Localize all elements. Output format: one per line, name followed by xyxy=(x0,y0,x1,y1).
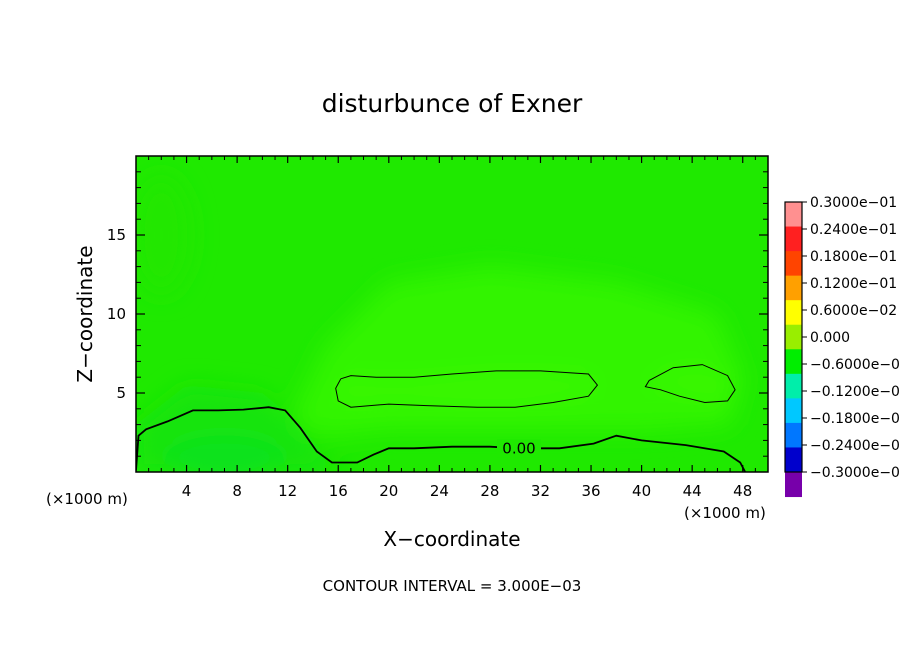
y-tick-label: 15 xyxy=(107,226,126,244)
x-unit-right: (×1000 m) xyxy=(684,504,766,522)
x-axis-label: X−coordinate xyxy=(383,527,520,551)
y-tick-label: 10 xyxy=(107,305,126,323)
x-tick-label: 28 xyxy=(480,482,499,500)
colorbar xyxy=(785,202,802,497)
contour-label: 0.00 xyxy=(502,439,535,457)
y-axis-label: Z−coordinate xyxy=(73,245,97,382)
chart-title: disturbunce of Exner xyxy=(322,89,583,118)
colorbar-label: 0.6000e−02 xyxy=(810,303,897,319)
x-tick-label: 48 xyxy=(733,482,752,500)
colorbar-swatch xyxy=(785,349,802,374)
x-tick-label: 20 xyxy=(379,482,398,500)
lowest-region xyxy=(164,435,284,483)
colorbar-swatch xyxy=(785,276,802,301)
x-tick-label: 16 xyxy=(329,482,348,500)
colorbar-swatch xyxy=(785,374,802,399)
colorbar-label: 0.1800e−01 xyxy=(810,249,897,265)
colorbar-label: 0.1200e−01 xyxy=(810,276,897,292)
colorbar-labels: 0.3000e−01 0.2400e−01 0.1800e−01 0.1200e−01… xyxy=(802,195,900,481)
colorbar-label: 0.000 xyxy=(810,330,850,346)
colorbar-swatch xyxy=(785,251,802,276)
x-unit-left: (×1000 m) xyxy=(46,490,128,508)
x-tick-label: 36 xyxy=(581,482,600,500)
colorbar-swatch xyxy=(785,325,802,350)
y-tick-label: 5 xyxy=(116,384,126,402)
x-tick-label: 44 xyxy=(683,482,702,500)
colorbar-swatch xyxy=(785,227,802,252)
x-tick-label: 32 xyxy=(531,482,550,500)
x-tick-label: 8 xyxy=(232,482,242,500)
colorbar-label: 0.3000e−01 xyxy=(810,195,897,211)
colorbar-swatch xyxy=(785,447,802,472)
colorbar-label: −0.3000e−0 xyxy=(810,465,900,481)
colorbar-label: −0.6000e−0 xyxy=(810,357,900,373)
colorbar-label: −0.1800e−0 xyxy=(810,411,900,427)
colorbar-label: −0.2400e−0 xyxy=(810,438,900,454)
colorbar-label: −0.1200e−0 xyxy=(810,384,900,400)
colorbar-swatch xyxy=(785,398,802,423)
colorbar-swatch xyxy=(785,202,802,227)
contour-interval-note: CONTOUR INTERVAL = 3.000E−03 xyxy=(323,577,582,595)
x-tick-label: 12 xyxy=(278,482,297,500)
x-tick-label: 4 xyxy=(182,482,192,500)
colorbar-swatch xyxy=(785,472,802,497)
colorbar-swatch xyxy=(785,423,802,448)
x-tick-label: 40 xyxy=(632,482,651,500)
x-tick-label: 24 xyxy=(430,482,449,500)
plot-area xyxy=(131,156,768,483)
colorbar-label: 0.2400e−01 xyxy=(810,222,897,238)
colorbar-swatch xyxy=(785,300,802,325)
